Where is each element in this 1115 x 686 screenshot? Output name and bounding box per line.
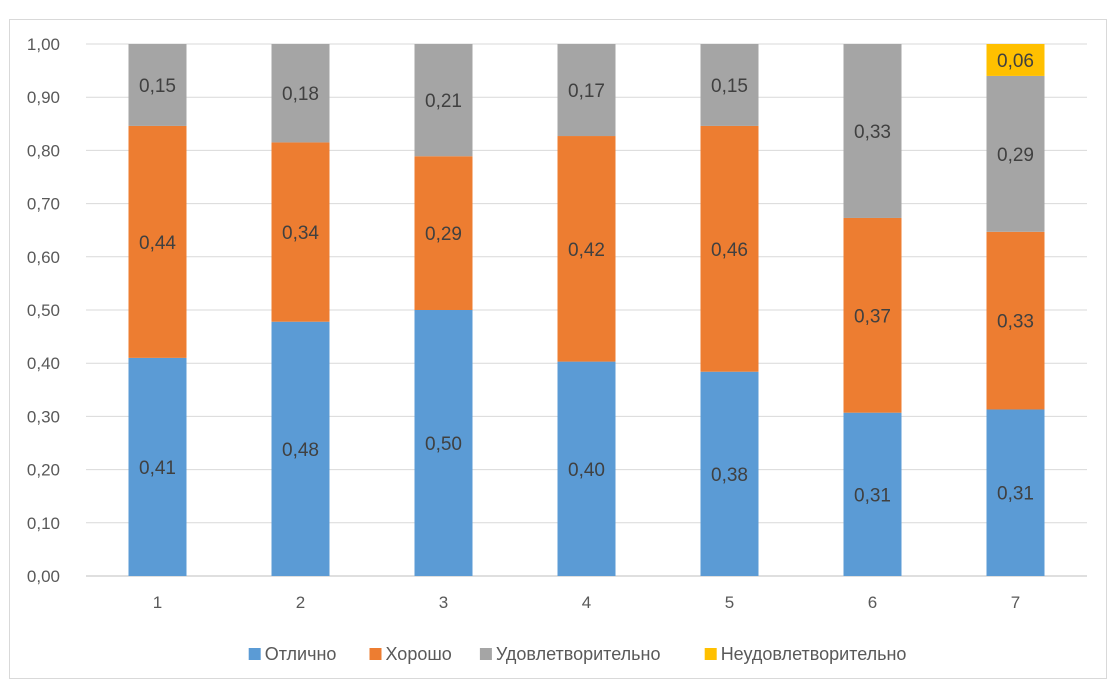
data-label: 0,15: [139, 76, 176, 97]
bar-segment: [700, 371, 759, 576]
data-label: 0,42: [568, 240, 605, 261]
bar-segment: [700, 125, 759, 372]
bar-segment: [414, 44, 473, 157]
legend-swatch: [248, 648, 261, 660]
y-tick-label: 0,80: [27, 141, 60, 160]
legend-item-label: Неудовлетворительно: [721, 644, 907, 664]
legend-swatch: [704, 648, 717, 660]
data-label: 0,17: [568, 81, 605, 102]
data-label: 0,33: [854, 122, 891, 143]
data-label: 0,06: [997, 51, 1034, 72]
data-label: 0,50: [425, 434, 462, 455]
data-label: 0,18: [282, 84, 319, 105]
legend-item-label: Хорошо: [386, 644, 452, 664]
y-tick-label: 1,00: [27, 35, 60, 54]
bar-segment: [557, 44, 616, 137]
bar-segment: [414, 310, 473, 576]
bar-segment: [700, 44, 759, 126]
x-tick-label: 3: [439, 593, 448, 612]
y-tick-label: 0,60: [27, 248, 60, 267]
y-tick-label: 0,00: [27, 567, 60, 586]
bar-segment: [271, 321, 330, 576]
legend-swatch: [369, 648, 382, 660]
bar-segment: [843, 217, 902, 413]
x-tick-label: 6: [868, 593, 877, 612]
bar-segment: [128, 44, 187, 126]
y-tick-label: 0,90: [27, 88, 60, 107]
bar-segment: [557, 361, 616, 576]
bar-segment: [128, 125, 187, 358]
bar-segment: [271, 44, 330, 143]
data-label: 0,37: [854, 306, 891, 327]
x-tick-label: 7: [1011, 593, 1020, 612]
data-label: 0,48: [282, 440, 319, 461]
y-tick-label: 0,70: [27, 195, 60, 214]
x-tick-label: 1: [153, 593, 162, 612]
data-label: 0,29: [425, 224, 462, 245]
data-label: 0,31: [997, 484, 1034, 505]
bar-segment: [414, 156, 473, 310]
legend-swatch: [479, 648, 492, 660]
x-tick-label: 2: [296, 593, 305, 612]
data-label: 0,21: [425, 91, 462, 112]
bar-segment: [986, 44, 1045, 76]
y-tick-label: 0,40: [27, 354, 60, 373]
x-tick-label: 4: [582, 593, 591, 612]
bar-segment: [986, 75, 1045, 232]
data-label: 0,46: [711, 240, 748, 261]
data-label: 0,29: [997, 145, 1034, 166]
bar-segment: [986, 409, 1045, 576]
data-label: 0,44: [139, 233, 176, 254]
bar-segment: [271, 142, 330, 322]
data-label: 0,31: [854, 485, 891, 506]
bar-segment: [128, 357, 187, 576]
legend-item-label: Отлично: [265, 644, 337, 664]
bar-segment: [843, 44, 902, 218]
data-label: 0,41: [139, 458, 176, 479]
x-tick-label: 5: [725, 593, 734, 612]
bar-segment: [843, 412, 902, 576]
y-tick-label: 0,20: [27, 461, 60, 480]
bar-segment: [986, 231, 1045, 410]
legend-item-label: Удовлетворительно: [496, 644, 661, 664]
data-label: 0,38: [711, 465, 748, 486]
data-label: 0,33: [997, 312, 1034, 333]
y-tick-label: 0,10: [27, 514, 60, 533]
data-label: 0,40: [568, 460, 605, 481]
data-label: 0,34: [282, 223, 319, 244]
bar-segment: [557, 136, 616, 362]
data-label: 0,15: [711, 76, 748, 97]
y-tick-label: 0,30: [27, 407, 60, 426]
y-tick-label: 0,50: [27, 301, 60, 320]
